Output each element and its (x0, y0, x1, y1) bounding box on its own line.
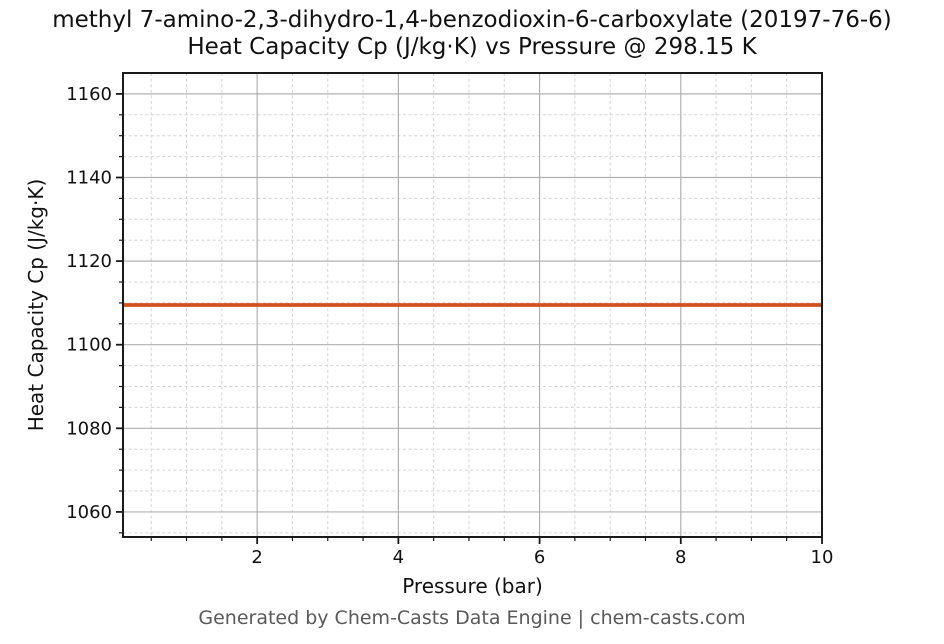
y-tick-label: 1100 (66, 335, 112, 356)
y-tick-label: 1160 (66, 84, 112, 105)
chart-title-block: methyl 7-amino-2,3-dihydro-1,4-benzodiox… (0, 7, 944, 61)
axes-spines (122, 72, 823, 538)
y-tick-label: 1120 (66, 251, 112, 272)
x-tick-label: 2 (251, 547, 262, 568)
x-tick-label: 6 (534, 547, 545, 568)
chart-subtitle: Heat Capacity Cp (J/kg·K) vs Pressure @ … (187, 34, 757, 60)
y-tick-label: 1080 (66, 418, 112, 439)
y-tick-label: 1060 (66, 502, 112, 523)
footer-credit: Generated by Chem-Casts Data Engine | ch… (198, 607, 746, 629)
x-tick-label: 4 (393, 547, 404, 568)
y-axis-label: Heat Capacity Cp (J/kg·K) (24, 178, 48, 432)
x-tick-label: 10 (811, 547, 834, 568)
x-axis-label: Pressure (bar) (402, 574, 543, 598)
axis-ticks (116, 93, 823, 544)
x-tick-label: 8 (675, 547, 686, 568)
axes-spine (122, 72, 823, 538)
tick-labels: 2 4 6 8 10 1060 1080 1100 1120 1140 1160 (66, 84, 833, 568)
y-tick-label: 1140 (66, 168, 112, 189)
chart-title: methyl 7-amino-2,3-dihydro-1,4-benzodiox… (52, 7, 892, 33)
